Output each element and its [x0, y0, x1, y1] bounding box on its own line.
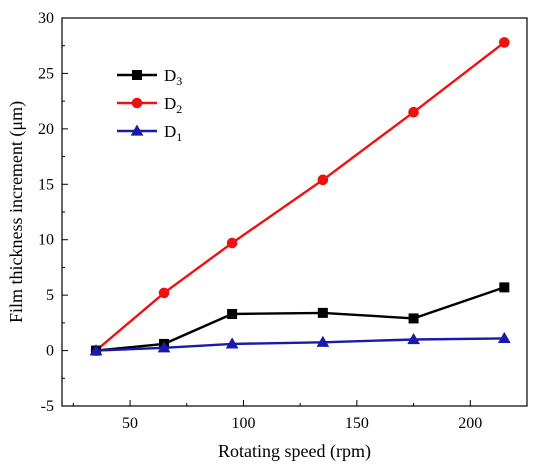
- x-tick-label: 50: [122, 415, 138, 432]
- series-D3: [91, 282, 510, 356]
- x-tick-label: 100: [231, 415, 255, 432]
- data-point-square: [317, 307, 328, 318]
- y-tick-label: 0: [46, 343, 54, 360]
- y-axis: -5 0 5 10 15 20 25 30: [38, 10, 68, 415]
- y-tick-label: 5: [46, 287, 54, 304]
- data-point-square: [499, 282, 510, 293]
- data-point-circle: [226, 237, 238, 249]
- x-tick-label: 200: [458, 415, 482, 432]
- data-point-triangle: [89, 344, 103, 356]
- data-point-square: [227, 308, 238, 319]
- legend-label: D3: [164, 66, 182, 88]
- data-point-square: [132, 70, 142, 80]
- data-point-circle: [499, 37, 510, 48]
- x-axis: 50 100 150 200: [72, 400, 528, 432]
- data-point-triangle: [407, 332, 420, 345]
- data-point-square: [408, 313, 419, 324]
- data-point-circle: [317, 174, 329, 186]
- y-tick-label: -5: [41, 398, 54, 415]
- series-line-D2: [95, 41, 506, 352]
- y-tick-label: 15: [38, 176, 54, 193]
- y-tick-label: 25: [38, 65, 54, 82]
- plot-area: [89, 37, 511, 356]
- legend-item-D3: D3: [117, 66, 182, 88]
- data-point-triangle: [225, 337, 239, 349]
- data-point-circle: [158, 287, 170, 299]
- y-tick-label: 20: [38, 121, 54, 138]
- data-point-triangle: [157, 341, 171, 353]
- x-axis-label: Rotating speed (rpm): [218, 441, 371, 462]
- y-tick-label: 30: [38, 10, 54, 27]
- legend-item-D1: D1: [117, 122, 182, 144]
- series-D2: [90, 37, 510, 356]
- legend-label: D1: [164, 122, 182, 144]
- data-point-triangle: [316, 335, 330, 347]
- series-line-D1: [95, 337, 505, 352]
- data-point-triangle: [497, 331, 511, 344]
- legend-label: D2: [164, 94, 182, 116]
- x-tick-label: 150: [345, 415, 369, 432]
- y-tick-label: 10: [38, 232, 54, 249]
- data-point-circle: [408, 106, 419, 118]
- data-point-circle: [131, 97, 143, 109]
- legend: D3 D2 D1: [117, 66, 182, 144]
- y-axis-label: Film thickness increment (μm): [6, 101, 27, 323]
- legend-item-D2: D2: [117, 94, 182, 116]
- series-D1: [89, 331, 511, 356]
- data-point-triangle: [130, 124, 144, 136]
- series-line-D3: [95, 286, 505, 352]
